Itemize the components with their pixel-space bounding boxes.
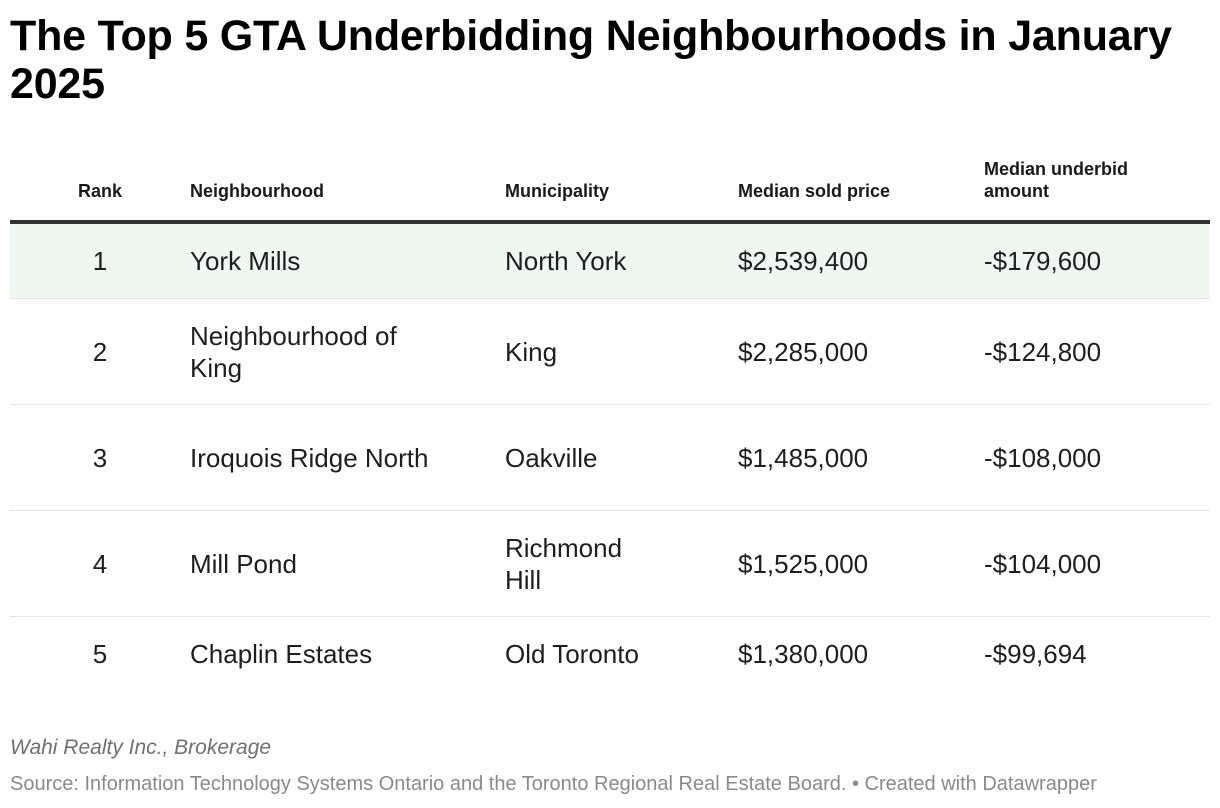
municipality-label: King <box>505 336 558 367</box>
municipality-label: Richmond Hill <box>505 532 623 595</box>
neighbourhood-cell: Neighbourhood of King <box>190 298 505 405</box>
municipality-cell: King <box>505 298 738 405</box>
municipality-cell: Richmond Hill <box>505 510 738 617</box>
median-sold-price-cell: $1,380,000 <box>738 639 869 669</box>
table-row: 2 Neighbourhood of King King $2,285,000 … <box>10 298 1210 405</box>
rank-cell: 1 <box>10 222 190 299</box>
neighbourhood-cell: York Mills <box>190 222 505 299</box>
neighbourhood-cell: Mill Pond <box>190 510 505 617</box>
municipality-label: Oakville <box>505 442 598 473</box>
median-sold-price-cell: $1,525,000 <box>738 510 984 617</box>
column-header-median-underbid-amount-label: Median underbid amount <box>984 159 1128 201</box>
chart-title: The Top 5 GTA Underbidding Neighbourhood… <box>10 12 1172 108</box>
municipality-cell: North York <box>505 222 738 299</box>
source-note: Source: Information Technology Systems O… <box>10 773 1097 795</box>
table-row: 4 Mill Pond Richmond Hill $1,525,000 -$1… <box>10 510 1210 617</box>
rank-cell: 4 <box>10 510 190 617</box>
table-row: 1 York Mills North York $2,539,400 -$179… <box>10 222 1210 299</box>
median-sold-price-cell: $1,485,000 <box>738 404 984 511</box>
column-header-median-sold-price[interactable]: Median sold price <box>738 158 984 224</box>
column-header-municipality[interactable]: Municipality <box>505 158 738 224</box>
median-underbid-amount-cell: -$99,694 <box>984 639 1087 669</box>
median-sold-price-cell: $2,539,400 <box>738 222 984 299</box>
table-row: 3 Iroquois Ridge North Oakville $1,485,0… <box>10 404 1210 511</box>
median-underbid-amount-cell: -$179,600 <box>984 222 1210 299</box>
neighbourhood-cell: Iroquois Ridge North <box>190 404 505 511</box>
column-header-neighbourhood[interactable]: Neighbourhood <box>190 158 505 224</box>
rank-cell: 2 <box>10 298 190 405</box>
rank-cell: 3 <box>10 404 190 511</box>
municipality-cell: Old Toronto <box>505 617 738 692</box>
table-row: 5 Chaplin Estates Old Toronto $1,380,000… <box>10 617 1210 692</box>
column-header-rank[interactable]: Rank <box>10 158 190 224</box>
rank-cell: 5 <box>92 639 108 669</box>
median-underbid-amount-cell: -$104,000 <box>984 510 1210 617</box>
column-header-median-underbid-amount[interactable]: Median underbid amount <box>984 158 1210 224</box>
neighbourhood-label: Mill Pond <box>190 548 297 579</box>
neighbourhood-cell: Chaplin Estates <box>190 617 505 692</box>
municipality-label: North York <box>505 246 627 276</box>
median-underbid-amount-cell: -$124,800 <box>984 298 1210 405</box>
median-underbid-amount-cell: -$108,000 <box>984 404 1210 511</box>
municipality-cell: Oakville <box>505 404 738 511</box>
byline: Wahi Realty Inc., Brokerage <box>10 736 272 759</box>
median-sold-price-cell: $2,285,000 <box>738 298 984 405</box>
header-row: Rank Neighbourhood Municipality Median s… <box>10 158 1210 224</box>
data-table: Rank Neighbourhood Municipality Median s… <box>10 158 1210 691</box>
neighbourhood-label: Neighbourhood of King <box>190 320 397 383</box>
neighbourhood-label: York Mills <box>190 246 301 276</box>
neighbourhood-label: Chaplin Estates <box>190 639 373 669</box>
neighbourhood-label: Iroquois Ridge North <box>190 442 429 473</box>
municipality-label: Old Toronto <box>505 639 639 669</box>
